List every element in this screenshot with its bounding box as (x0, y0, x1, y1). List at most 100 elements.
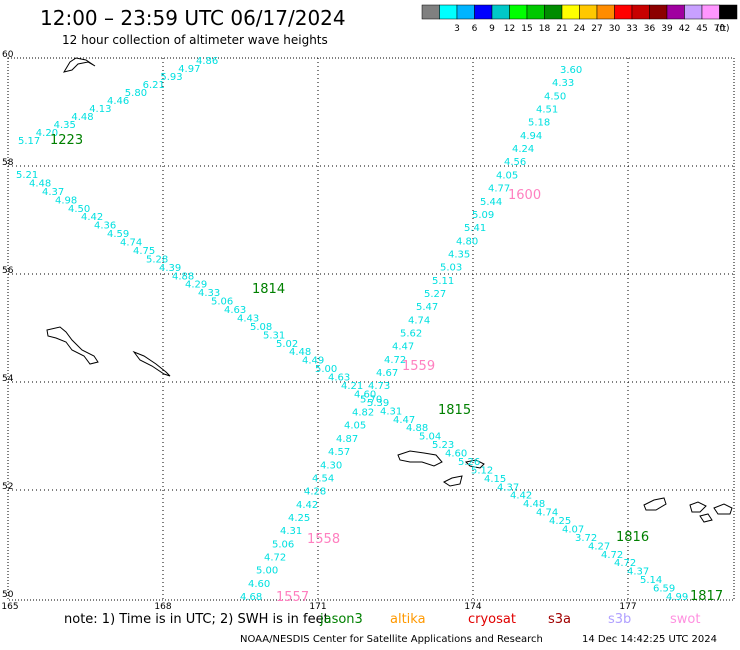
lat-tick-label: 58 (2, 158, 14, 168)
satellite-jason3: jason3 (320, 612, 363, 627)
wave-height-label: 6.59 (653, 584, 675, 595)
wave-height-label: 5.26 (458, 457, 480, 468)
legend-tick-label: 30 (609, 24, 621, 34)
wave-height-label: 4.42 (81, 212, 103, 223)
pass-time-label: 1223 (50, 133, 83, 148)
wave-height-label: 5.08 (250, 322, 272, 333)
legend-tick-label: 33 (626, 24, 637, 34)
lat-tick-label: 52 (2, 482, 14, 492)
legend-tick-label: 45 (696, 24, 707, 34)
wave-height-legend: 3 6 9 12 15 18 21 24 27 30 33 36 39 42 45 70(ft) (421, 4, 738, 34)
lat-tick-label: 50 (2, 590, 14, 600)
wave-height-label: 4.67 (376, 368, 398, 379)
wave-height-label: 4.31 (280, 526, 302, 537)
wave-height-label: 5.12 (471, 465, 493, 476)
wave-height-label: 4.20 (36, 128, 58, 139)
pass-time-label: 1817 (690, 589, 723, 604)
land-island-northwest (62, 57, 96, 73)
lat-tick-label: 60 (2, 50, 14, 60)
wave-height-label: 4.05 (344, 421, 366, 432)
wave-height-label: 4.68 (240, 592, 262, 603)
wave-height-label: 4.63 (224, 305, 246, 316)
legend-tick-label: 3 (454, 24, 460, 34)
wave-height-label: 4.56 (504, 157, 526, 168)
wave-height-label: 4.48 (289, 347, 311, 358)
land-island-aleutian-e (689, 501, 707, 513)
wave-height-label: 5.02 (276, 339, 298, 350)
page-subtitle: 12 hour collection of altimeter wave hei… (62, 33, 328, 47)
wave-height-label: 4.88 (406, 423, 428, 434)
map-frame (7, 57, 735, 601)
wave-height-label: 4.35 (448, 249, 470, 260)
wave-height-label: 4.80 (456, 236, 478, 247)
wave-height-label: 4.25 (288, 513, 310, 524)
land-island-aleutian-b (443, 475, 463, 487)
wave-height-label: 4.33 (552, 78, 574, 89)
legend-tick-label: 27 (591, 24, 602, 34)
satellite-altika: altika (390, 612, 426, 627)
wave-height-label: 5.47 (416, 302, 438, 313)
legend-tick-label: 42 (679, 24, 690, 34)
land-island-aleutian-g (699, 513, 713, 523)
wave-height-label: 5.93 (160, 72, 182, 83)
wave-height-label: 4.42 (296, 500, 318, 511)
wave-height-label: 5.62 (400, 329, 422, 340)
wave-height-label: 4.60 (445, 449, 467, 460)
wave-height-label: 4.48 (523, 499, 545, 510)
satellite-s3a: s3a (548, 612, 572, 627)
legend-tick-label: 9 (489, 24, 495, 34)
land-island-pribilof (46, 326, 99, 365)
wave-height-label: 4.49 (302, 356, 324, 367)
land-island-aleutian-c (464, 459, 485, 469)
wave-height-label: 6.21 (143, 80, 165, 91)
wave-height-label: 4.54 (312, 473, 334, 484)
wave-height-label: 4.74 (408, 315, 430, 326)
wave-height-label: 5.06 (211, 297, 233, 308)
legend-tick-label: 39 (661, 24, 673, 34)
wave-height-label: 4.48 (29, 178, 51, 189)
wave-height-label: 5.44 (480, 197, 502, 208)
legend-tick-label: 6 (472, 24, 478, 34)
wave-height-label: 4.72 (384, 355, 406, 366)
wave-height-label: 4.37 (497, 482, 519, 493)
wave-height-label: 4.99 (666, 592, 688, 603)
legend-swatch (719, 4, 738, 20)
wave-height-label: 4.75 (133, 246, 155, 257)
wave-height-label: 4.42 (510, 491, 532, 502)
wave-height-label: 4.15 (484, 474, 506, 485)
wave-height-label: 5.27 (424, 289, 446, 300)
legend-tick-label: 18 (539, 24, 551, 34)
wave-height-tracks: 5.174.204.354.484.134.465.806.215.934.97… (16, 56, 688, 603)
wave-height-label: 4.39 (159, 263, 181, 274)
wave-height-label: 5.00 (315, 364, 337, 375)
wave-height-label: 4.24 (512, 144, 534, 155)
wave-height-label: 4.50 (68, 204, 90, 215)
wave-height-label: 4.60 (248, 579, 270, 590)
land-island-aleutian-d (643, 497, 667, 511)
wave-height-label: 5.14 (640, 575, 662, 586)
coastlines (46, 57, 733, 523)
lat-lon-grid (7, 57, 735, 601)
wave-height-label: 5.70 (360, 394, 382, 405)
lat-tick-label: 54 (2, 374, 14, 384)
lon-tick-label: 168 (154, 602, 172, 612)
wave-height-label: 4.13 (89, 104, 111, 115)
wave-height-label: 5.00 (256, 566, 278, 577)
wave-height-label: 5.28 (146, 254, 168, 265)
wave-height-label: 4.29 (185, 280, 207, 291)
wave-height-label: 4.57 (328, 447, 350, 458)
legend-tick-label: 15 (521, 24, 532, 34)
wave-height-label: 4.63 (328, 373, 350, 384)
pass-time-label: 1815 (438, 403, 471, 418)
wave-height-label: 3.72 (575, 533, 597, 544)
wave-height-label: 4.25 (549, 516, 571, 527)
wave-height-label: 4.59 (107, 229, 129, 240)
wave-height-label: 4.72 (264, 553, 286, 564)
pass-time-labels: 1223 1814 1815 1816 1817 1600 1559 1558 1557 (50, 133, 723, 605)
wave-height-label: 4.47 (392, 342, 414, 353)
wave-height-label: 4.82 (352, 408, 374, 419)
lon-tick-label: 171 (309, 602, 327, 612)
wave-height-label: 5.11 (432, 276, 454, 287)
wave-height-label: 4.88 (172, 271, 194, 282)
